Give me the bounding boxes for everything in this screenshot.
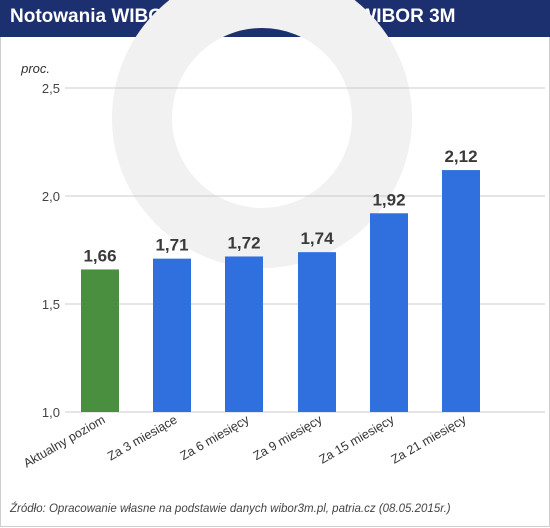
- bar-value-label: 1,72: [227, 233, 260, 252]
- bar: [225, 256, 263, 412]
- y-tick-label: 1,0: [42, 405, 60, 420]
- x-tick-label: Za 9 miesięcy: [251, 412, 325, 463]
- bar: [298, 252, 336, 412]
- x-tick-label: Aktualny poziom: [21, 412, 107, 470]
- y-tick-label: 2,0: [42, 189, 60, 204]
- x-tick-label: Za 3 miesiące: [105, 412, 179, 463]
- bar-value-label: 1,66: [83, 246, 116, 265]
- bar: [370, 213, 408, 412]
- bars: [81, 170, 480, 412]
- bar-value-label: 1,92: [372, 190, 405, 209]
- bar: [442, 170, 480, 412]
- source-note: Źródło: Opracowanie własne na podstawie …: [10, 503, 451, 515]
- y-axis-label: proc.: [20, 61, 50, 76]
- bar: [153, 258, 191, 412]
- y-tick-label: 1,5: [42, 297, 60, 312]
- y-tick-label: 2,5: [42, 81, 60, 96]
- bar-value-label: 2,12: [444, 147, 477, 166]
- bar-value-label: 1,71: [155, 236, 188, 255]
- bar-value-label: 1,74: [300, 229, 334, 248]
- x-tick-label: Za 15 miesięcy: [317, 412, 397, 467]
- watermark-logo: [112, 0, 412, 268]
- x-tick-label: Za 6 miesięcy: [178, 412, 252, 463]
- bar: [81, 269, 119, 412]
- x-tick-label: Za 21 miesięcy: [389, 412, 469, 467]
